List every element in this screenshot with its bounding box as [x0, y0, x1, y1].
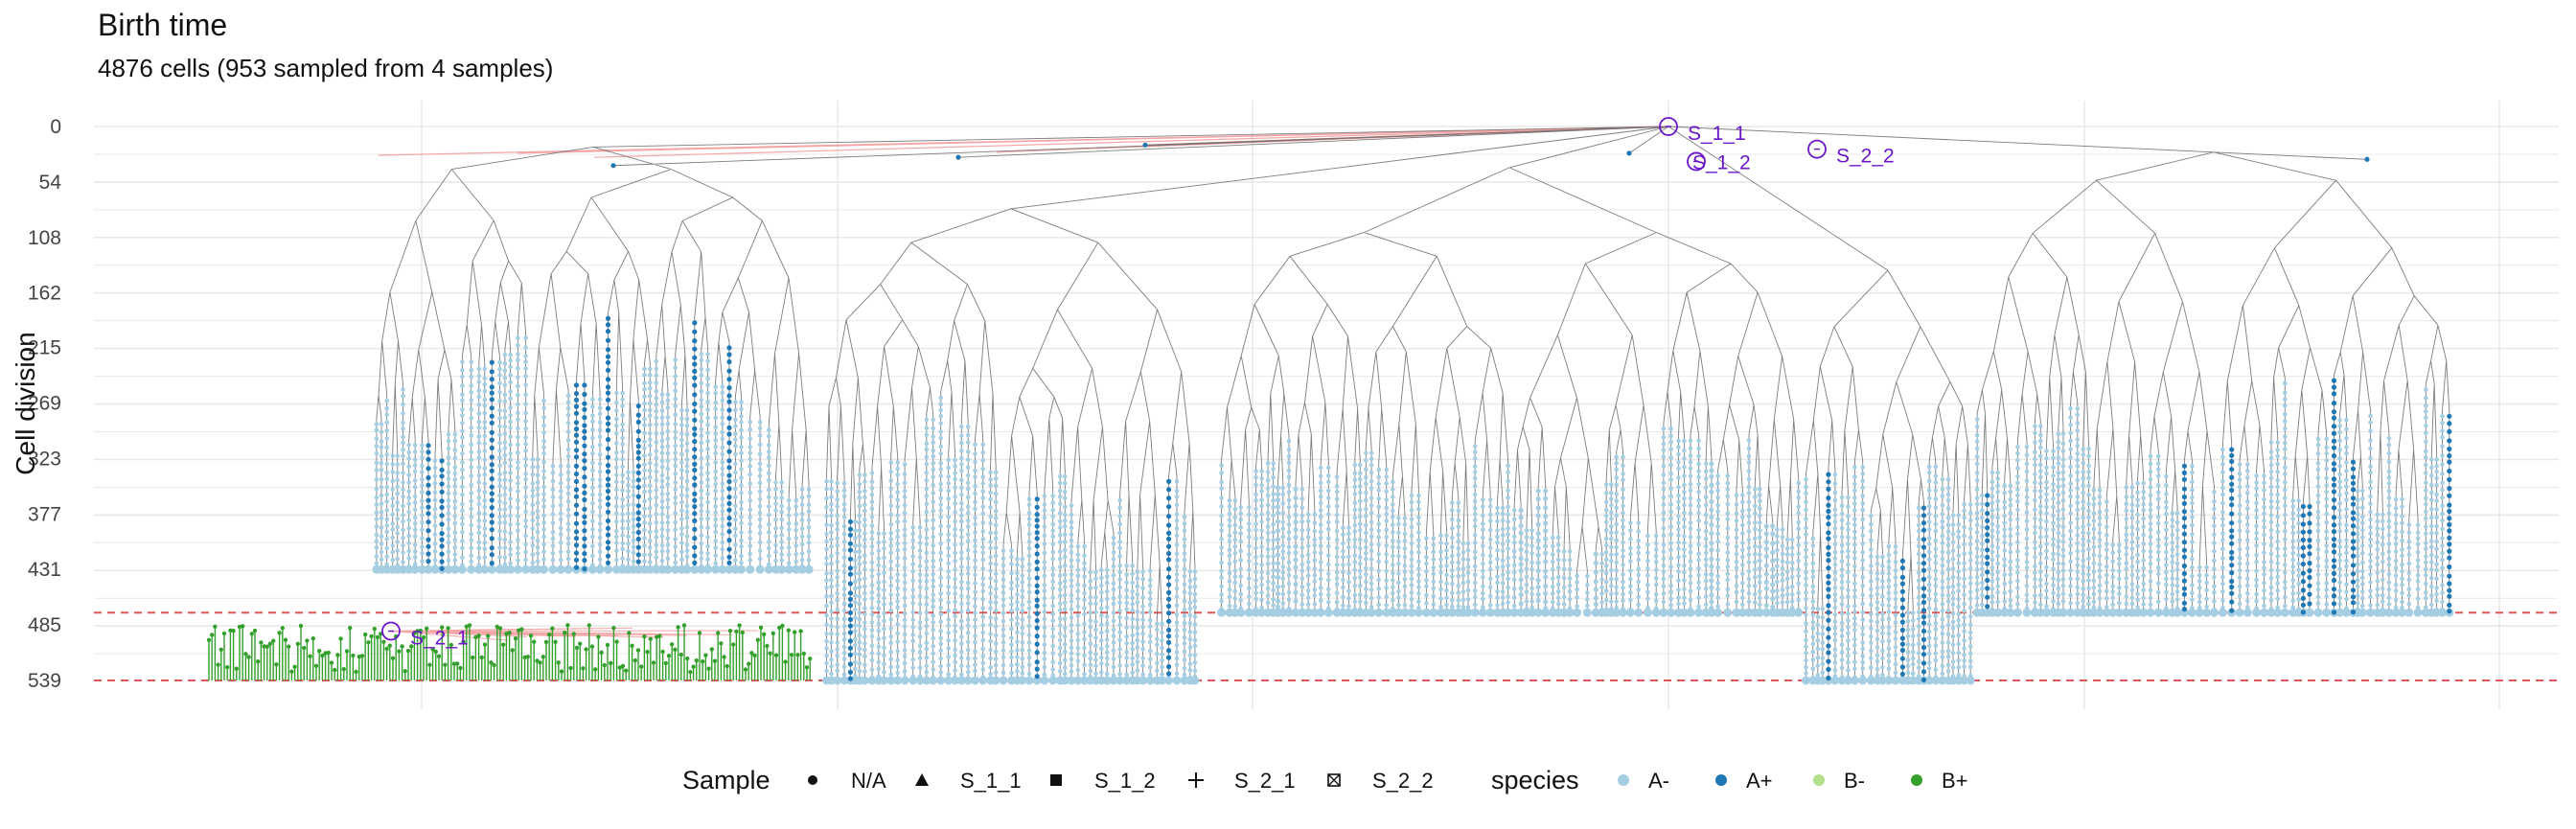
legend-symbol-triangle: [915, 773, 929, 786]
legend-symbol-plus: [1188, 772, 1204, 788]
sample-marker: [1807, 139, 1827, 159]
y-tick-label: 323: [28, 448, 61, 470]
legend-species-3: B-: [1813, 769, 1865, 793]
legend-symbol-circle: [808, 775, 817, 785]
legend-title-species: species: [1491, 766, 1579, 794]
legend-symbol-x: [1327, 773, 1341, 787]
y-tick-label: 377: [28, 503, 61, 525]
legend-label: S_2_1: [1234, 769, 1296, 793]
sample-marker: [1659, 117, 1678, 136]
sample-link: [593, 126, 1669, 158]
cell-nodes: [206, 623, 813, 675]
y-tick-label: 108: [28, 227, 61, 249]
legend-symbol-species: [1618, 774, 1629, 786]
legend-label: B-: [1844, 769, 1865, 793]
legend-symbol-square: [1050, 774, 1062, 786]
legend-label: N/A: [851, 769, 886, 793]
legend-label: A+: [1746, 769, 1773, 793]
legend: Sample N/A S_1_1 S_1_2 S_2_1 S_2_2 species A- A+…: [682, 766, 1968, 794]
y-tick-label: 485: [28, 614, 61, 636]
chart-title: Birth time: [98, 8, 228, 42]
legend-label: S_1_1: [960, 769, 1022, 793]
legend-symbol-species: [1813, 774, 1825, 786]
y-tick-label: 539: [28, 670, 61, 692]
legend-sample-s-1-1: S_1_1: [915, 769, 1022, 793]
sample-markers: S_1_1 S_1_2 S_2_2 S_2_1: [381, 117, 1895, 650]
y-tick-label: 269: [28, 392, 61, 414]
sample-label: S_1_2: [1692, 151, 1751, 173]
legend-label: B+: [1942, 769, 1968, 793]
legend-species-2: A+: [1715, 769, 1773, 793]
legend-sample-s-2-1: S_2_1: [1188, 769, 1296, 793]
legend-species-4: B+: [1911, 769, 1968, 793]
legend-label: S_1_2: [1094, 769, 1156, 793]
y-tick-label: 215: [28, 337, 61, 359]
legend-sample-n-a: N/A: [808, 769, 886, 793]
sample-link: [390, 630, 759, 633]
y-tick-label: 0: [50, 116, 61, 138]
sample-label: S_1_1: [1688, 123, 1746, 145]
legend-symbol-box: [1327, 773, 1341, 787]
sample-marker: [381, 621, 401, 641]
y-tick-label: 54: [39, 172, 62, 194]
legend-symbol-species: [1911, 774, 1922, 786]
legend-label: S_2_2: [1372, 769, 1434, 793]
legend-species-1: A-: [1618, 769, 1669, 793]
sample-label: S_2_1: [410, 628, 469, 650]
legend-symbol-species: [1715, 774, 1727, 786]
y-tick-label: 431: [28, 559, 61, 581]
legend-title-sample: Sample: [682, 766, 770, 794]
y-tick-label: 162: [28, 283, 61, 305]
legend-sample-s-2-2: S_2_2: [1327, 769, 1434, 793]
sample-marker: [1687, 151, 1706, 172]
chart-subtitle: 4876 cells (953 sampled from 4 samples): [98, 54, 554, 82]
cell-nodes: [426, 142, 2452, 682]
legend-label: A-: [1648, 769, 1669, 793]
legend-sample-s-1-2: S_1_2: [1050, 769, 1156, 793]
grid-layer: [94, 101, 2559, 709]
cell-nodes: [374, 335, 2445, 683]
y-axis: 0 54 108 162 215 269 323 377 431 485 539 Cell divis…: [11, 116, 61, 692]
y-axis-label: Cell division: [11, 332, 40, 474]
tree-nodes: [206, 142, 2454, 685]
sample-link: [517, 126, 1669, 154]
sample-label: S_2_2: [1836, 146, 1895, 168]
